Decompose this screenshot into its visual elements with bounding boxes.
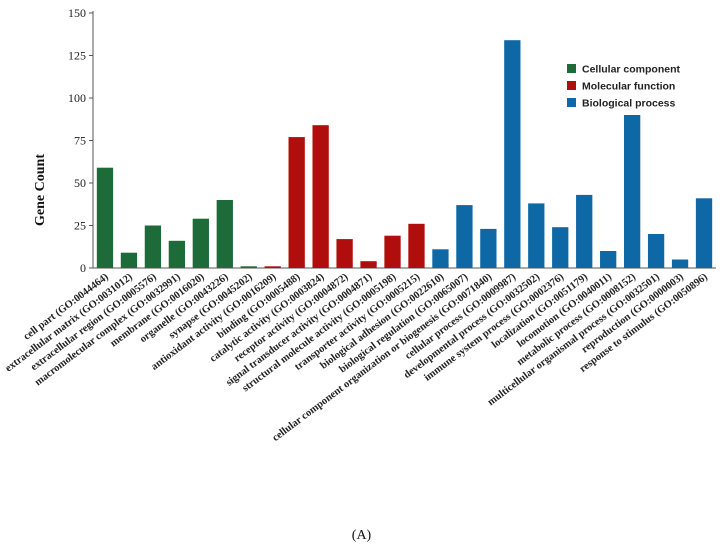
y-tick-label: 0 — [80, 261, 86, 275]
bar — [312, 125, 329, 268]
bar — [552, 227, 569, 268]
y-tick-label: 125 — [68, 49, 86, 63]
bar — [456, 205, 473, 268]
bar — [216, 200, 233, 268]
y-tick-label: 75 — [74, 134, 86, 148]
bar — [144, 225, 162, 268]
y-tick-label: 150 — [68, 6, 86, 20]
legend-entry: Biological process — [582, 98, 676, 110]
bar — [264, 266, 281, 268]
x-axis-labels: cell part (GO:0044464)extracellular matr… — [3, 271, 710, 444]
y-tick-label: 100 — [68, 91, 86, 105]
bar — [528, 203, 545, 268]
y-axis: 0 25 50 75 100 125 150 — [68, 6, 716, 275]
bar — [96, 167, 114, 268]
panel-label: (A) — [351, 528, 372, 543]
bar — [120, 252, 138, 268]
bar — [192, 218, 209, 268]
bar — [695, 198, 713, 268]
bar — [408, 223, 425, 268]
bar — [168, 240, 186, 268]
y-axis-title: Gene Count — [33, 154, 48, 226]
y-tick-label: 25 — [74, 219, 86, 233]
y-tick-label: 50 — [74, 176, 86, 190]
bar — [671, 259, 689, 268]
bar — [384, 235, 401, 268]
legend-entry: Molecular function — [582, 81, 675, 93]
bar — [504, 40, 521, 269]
bar — [600, 251, 617, 268]
legend: Cellular component Molecular function Biol… — [567, 64, 681, 110]
bar — [647, 234, 665, 268]
bar — [240, 266, 257, 268]
bar — [623, 115, 641, 268]
bar — [336, 239, 353, 268]
legend-swatch — [567, 64, 576, 73]
bar — [480, 228, 497, 268]
legend-swatch — [567, 98, 576, 107]
legend-swatch — [567, 81, 576, 90]
legend-entry: Cellular component — [582, 64, 681, 76]
bars — [96, 40, 713, 269]
bar — [360, 261, 377, 268]
bar — [576, 194, 593, 268]
bar — [288, 137, 305, 268]
bar — [432, 249, 449, 268]
